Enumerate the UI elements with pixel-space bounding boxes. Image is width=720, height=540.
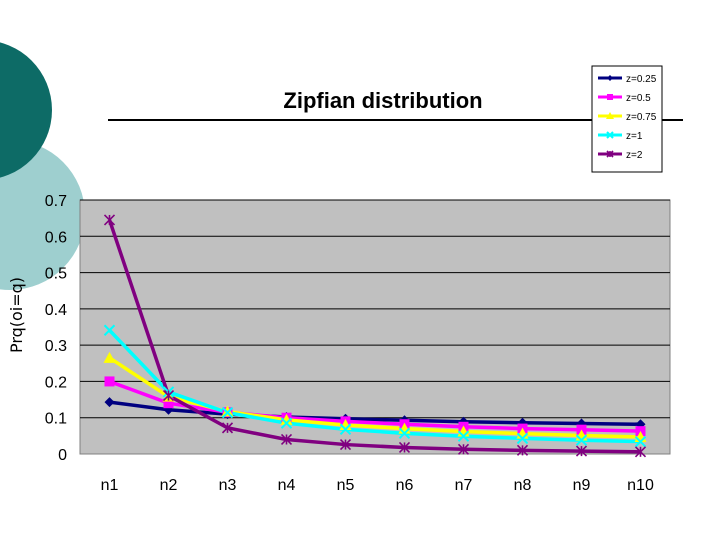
data-point — [634, 446, 647, 458]
data-point — [457, 443, 470, 455]
series-line-z=0.5 — [108, 379, 641, 433]
x-tick-label: n9 — [573, 477, 591, 494]
x-tick-label: n5 — [337, 477, 355, 494]
x-tick-label: n6 — [396, 477, 414, 494]
plot-area — [79, 199, 671, 455]
y-tick-label: 0.4 — [45, 302, 67, 319]
series-line-z=2 — [107, 219, 641, 454]
legend-items: z=0.25 z=0.5 z=0.75 z=1 z=2 — [598, 74, 657, 161]
data-point — [339, 439, 352, 451]
x-tick-label: n1 — [101, 477, 119, 494]
y-tick-label: 0.3 — [45, 338, 67, 355]
data-point — [103, 351, 116, 363]
x-tick-label: n2 — [160, 477, 178, 494]
data-point — [516, 444, 529, 456]
data-point — [280, 413, 293, 425]
legend-marker — [606, 131, 614, 139]
series-lines — [107, 219, 641, 454]
legend: z=0.25 z=0.5 z=0.75 z=1 z=2 — [591, 65, 663, 173]
data-point — [398, 427, 411, 440]
y-tick-labels: 0 0.1 0.2 0.3 0.4 0.5 0.6 0.7 — [45, 193, 67, 464]
data-point — [104, 376, 115, 387]
y-tick-label: 0.5 — [45, 266, 67, 283]
legend-marker — [607, 94, 613, 100]
legend-label: z=0.25 — [626, 74, 657, 85]
data-point — [575, 445, 588, 457]
legend-label: z=0.75 — [626, 112, 657, 123]
legend-label: z=2 — [626, 150, 643, 161]
legend-marker — [607, 75, 613, 81]
data-point — [280, 433, 293, 446]
data-point — [634, 435, 647, 448]
legend-label: z=0.5 — [626, 93, 651, 104]
gridlines — [80, 199, 670, 419]
legend-marker — [606, 150, 614, 158]
x-tick-label: n7 — [455, 477, 473, 494]
data-point — [280, 417, 293, 429]
x-tick-label: n3 — [219, 477, 237, 494]
data-point — [221, 422, 234, 434]
data-point — [516, 432, 529, 445]
data-point — [163, 398, 174, 409]
y-tick-label: 0.6 — [45, 229, 67, 246]
data-point — [339, 423, 352, 436]
chart-title: Zipfian distribution — [283, 88, 482, 113]
x-tick-label: n10 — [627, 477, 654, 494]
y-tick-label: 0.2 — [45, 374, 67, 391]
data-point — [575, 434, 588, 446]
x-tick-label: n4 — [278, 477, 296, 494]
series-markers — [103, 214, 647, 458]
y-tick-label: 0.1 — [45, 411, 67, 428]
data-point — [162, 390, 175, 402]
decor-inner-circle — [0, 42, 52, 178]
legend-marker — [606, 112, 614, 119]
data-point — [221, 406, 234, 419]
data-point — [103, 324, 116, 336]
y-tick-label: 0.7 — [45, 193, 67, 210]
legend-label: z=1 — [626, 131, 643, 142]
data-point — [221, 405, 234, 417]
decor-outer-circle — [0, 140, 85, 290]
data-point — [398, 441, 411, 454]
data-point — [104, 397, 115, 408]
data-point — [103, 214, 116, 226]
y-tick-label: 0 — [58, 447, 67, 464]
data-point — [457, 430, 470, 442]
y-axis-label: Prq(oi=q) — [7, 277, 26, 353]
x-tick-labels: n1 n2 n3 n4 n5 n6 n7 n8 n9 n10 — [101, 477, 654, 494]
x-tick-label: n8 — [514, 477, 532, 494]
series-line-z=1 — [108, 329, 641, 444]
